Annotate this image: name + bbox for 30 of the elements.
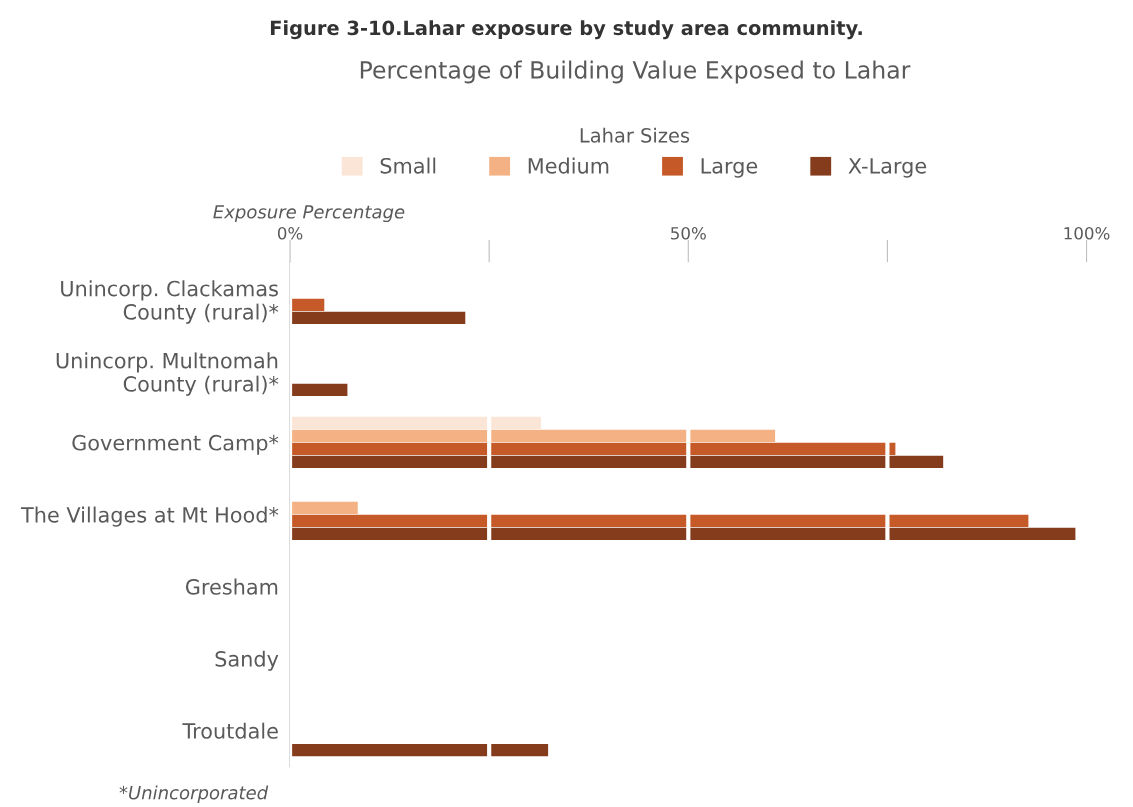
legend-label: Large [701,158,758,178]
y-tick-label: Government Camp* [72,434,279,455]
bar [290,527,1076,541]
legend-label: X-Large [848,158,927,178]
bar [290,416,541,430]
bar [290,501,358,515]
text: *Unincorporated [119,785,269,803]
bar [290,743,549,757]
y-tick-label: The Villages at Mt Hood* [20,506,279,527]
x-tick-label: 0% [277,226,303,240]
y-tick-label: Gresham [185,578,278,595]
legend-title: Lahar Sizes [580,127,690,143]
bar [290,311,466,324]
bar [290,383,348,396]
bar [290,442,896,456]
bar [290,514,1029,528]
y-tick-label: Troutdale [182,722,278,739]
x-axis-title: Exposure Percentage [213,205,405,223]
bar [290,298,325,311]
legend-label: Small [380,157,436,174]
legend-label: Medium [528,157,609,174]
y-tick-label: Sandy [215,650,279,671]
y-tick-label: Unincorp. Multnomah County (rural)* [56,352,279,396]
chart-subtitle: Percentage of Building Value Exposed to Lahar [360,60,911,84]
bar [290,429,776,443]
bar [290,455,944,468]
y-tick-label: Unincorp. Clackamas County (rural)* [61,280,279,324]
chart-title: Figure 3-10.Lahar exposure by study area community. [270,20,862,40]
x-tick-label: 100% [1064,226,1110,240]
x-tick-label: 50% [671,226,706,240]
